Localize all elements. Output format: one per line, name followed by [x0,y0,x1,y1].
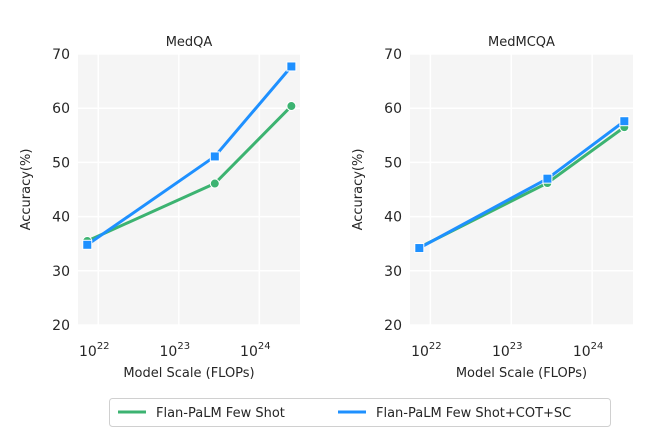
x-axis-label: Model Scale (FLOPs) [456,366,587,381]
data-point-square [209,151,220,162]
y-tick-label: 20 [384,318,402,334]
x-tick-exponent: 22 [429,341,442,352]
x-tick-exponent: 23 [510,341,523,352]
legend-label: Flan-PaLM Few Shot [156,406,285,421]
data-point-circle [286,101,297,112]
y-tick-label: 20 [52,318,70,334]
legend-label: Flan-PaLM Few Shot+COT+SC [376,406,571,421]
x-tick-label: 1023 [492,341,523,360]
x-axis-label: Model Scale (FLOPs) [123,366,254,381]
y-tick-label: 60 [384,101,402,117]
x-tick-base: 10 [160,344,178,360]
x-tick-label: 1022 [79,341,110,360]
legend: Flan-PaLM Few Shot Flan-PaLM Few Shot+COT… [109,398,611,427]
x-tick-base: 10 [492,344,510,360]
x-tick-exponent: 23 [177,341,190,352]
y-tick-label: 30 [384,264,402,280]
data-point-square [619,116,630,127]
chart-title: MedMCQA [488,35,555,50]
data-point-square [82,239,93,250]
x-tick-label: 1022 [411,341,442,360]
y-tick-label: 30 [52,264,70,280]
plot-area [410,54,633,325]
data-point-square [542,173,553,184]
y-tick-label: 50 [384,155,402,171]
y-axis-label: Accuracy(%) [351,149,366,231]
chart-title: MedQA [166,35,213,50]
x-tick-exponent: 22 [97,341,110,352]
x-tick-base: 10 [411,344,429,360]
data-point-square [414,243,425,254]
x-tick-label: 1024 [240,341,271,360]
y-axis-label: Accuracy(%) [19,149,34,231]
y-tick-label: 70 [384,47,402,63]
x-tick-label: 1023 [160,341,191,360]
y-tick-label: 70 [52,47,70,63]
x-tick-exponent: 24 [591,341,604,352]
x-tick-base: 10 [240,344,258,360]
x-tick-base: 10 [79,344,97,360]
x-tick-base: 10 [573,344,591,360]
data-point-square [286,61,297,72]
data-point-circle [209,178,220,189]
y-tick-label: 60 [52,101,70,117]
x-tick-exponent: 24 [258,341,271,352]
y-tick-label: 40 [384,210,402,226]
y-tick-label: 40 [52,210,70,226]
y-tick-label: 50 [52,155,70,171]
x-tick-label: 1024 [573,341,604,360]
